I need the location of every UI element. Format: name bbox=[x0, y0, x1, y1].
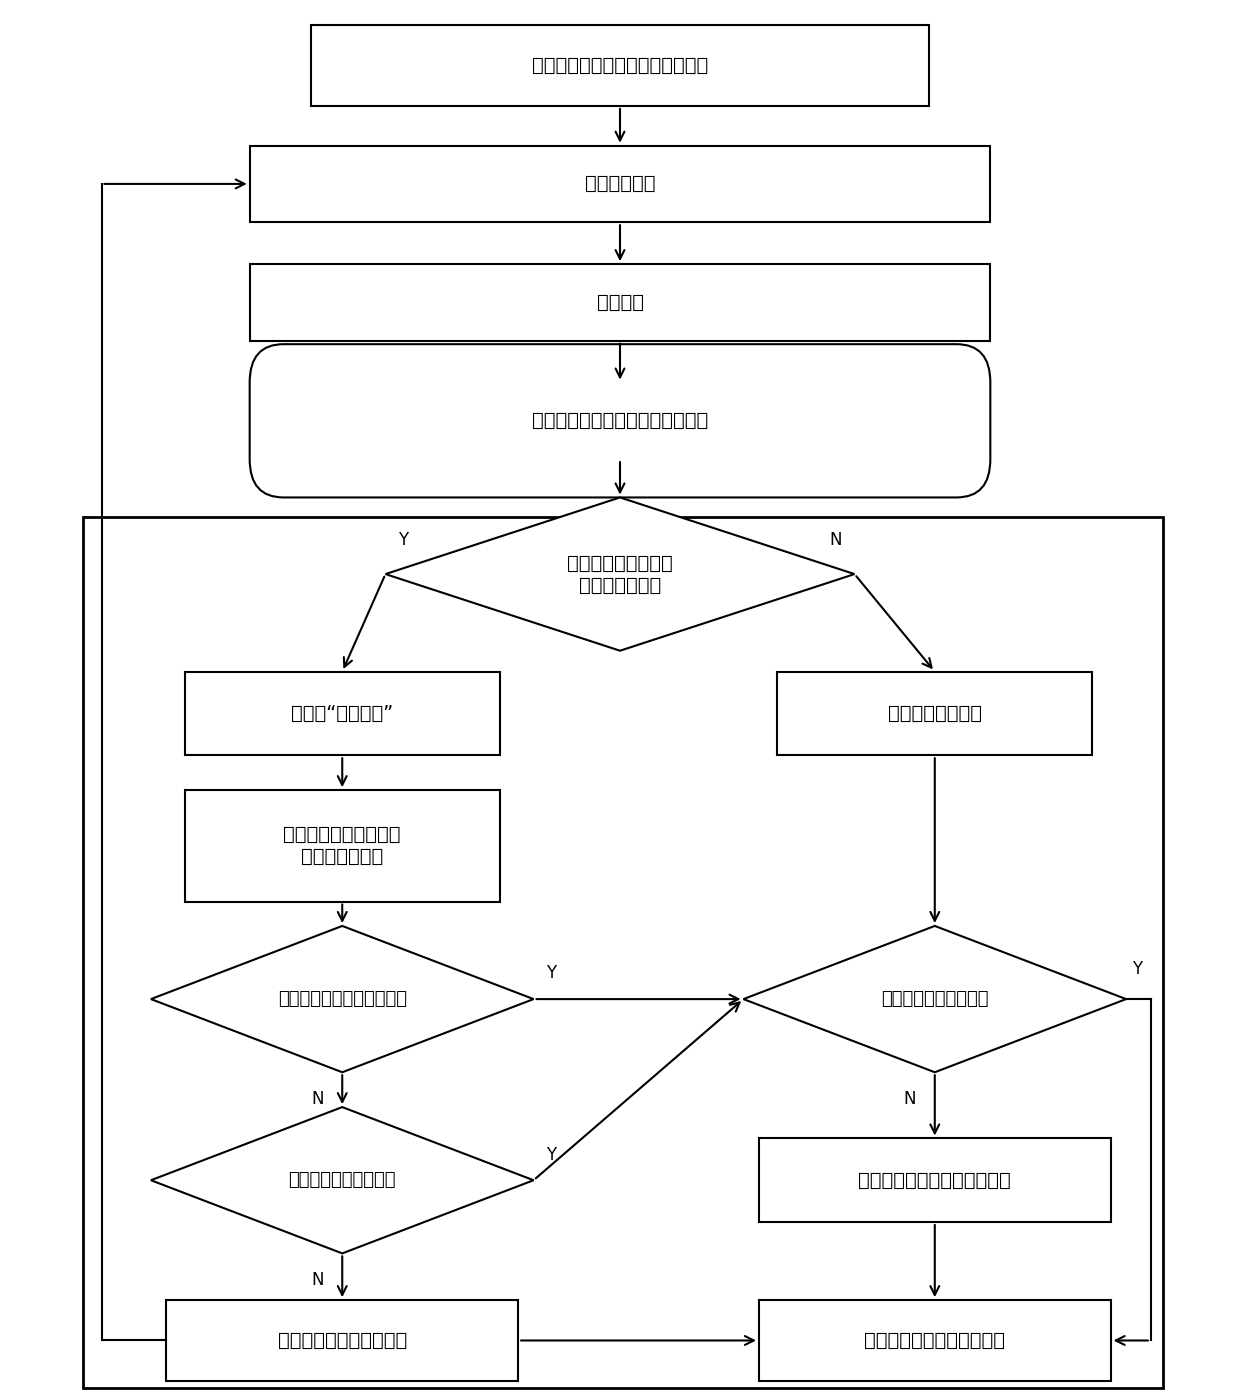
Bar bbox=[777, 672, 1092, 755]
Polygon shape bbox=[151, 1107, 533, 1254]
Polygon shape bbox=[151, 926, 533, 1072]
Text: 终止裂隙发育算法: 终止裂隙发育算法 bbox=[888, 704, 982, 723]
Polygon shape bbox=[386, 498, 854, 651]
Text: 存储该时间节点模拟结果: 存储该时间节点模拟结果 bbox=[278, 1330, 407, 1350]
Bar bbox=[166, 1300, 518, 1381]
Text: N: N bbox=[311, 1270, 324, 1288]
Bar bbox=[185, 672, 500, 755]
Text: N: N bbox=[904, 1090, 916, 1108]
Bar bbox=[759, 1300, 1111, 1381]
Text: N: N bbox=[830, 532, 842, 548]
Text: 使用生死单元方法在模
型中剖除该网格: 使用生死单元方法在模 型中剖除该网格 bbox=[284, 825, 401, 866]
Bar bbox=[759, 1139, 1111, 1223]
Text: Y: Y bbox=[398, 532, 408, 548]
Text: Y: Y bbox=[1132, 960, 1142, 978]
Text: 单独进行渗流模拟至预设时间: 单独进行渗流模拟至预设时间 bbox=[858, 1171, 1011, 1189]
Text: Y: Y bbox=[546, 1146, 556, 1164]
Text: 剖分网格: 剖分网格 bbox=[596, 292, 644, 312]
Text: 标记为“计算裂隙”: 标记为“计算裂隙” bbox=[291, 704, 393, 723]
FancyBboxPatch shape bbox=[249, 344, 991, 498]
Text: 设定边界条件: 设定边界条件 bbox=[585, 175, 655, 193]
Bar bbox=[249, 145, 991, 222]
Bar bbox=[311, 25, 929, 106]
Text: 计算裂隙是否抑达煌体表面: 计算裂隙是否抑达煌体表面 bbox=[278, 990, 407, 1009]
Text: N: N bbox=[311, 1090, 324, 1108]
Bar bbox=[185, 790, 500, 901]
Text: 建立煌体几何模型并设定计算参数: 建立煌体几何模型并设定计算参数 bbox=[532, 56, 708, 76]
Text: 整合所有时间点结果并输出: 整合所有时间点结果并输出 bbox=[864, 1330, 1006, 1350]
Text: 是否达到预设计算时间: 是否达到预设计算时间 bbox=[882, 990, 988, 1009]
Bar bbox=[249, 264, 991, 341]
Text: 是否达到预设计算时间: 是否达到预设计算时间 bbox=[289, 1171, 396, 1189]
Polygon shape bbox=[744, 926, 1126, 1072]
Bar bbox=[83, 518, 1163, 1388]
Text: 是否存在应力值大于
抗拉强度的网格: 是否存在应力值大于 抗拉强度的网格 bbox=[567, 554, 673, 595]
Text: 进行渗流模拟并计算煌体应力分布: 进行渗流模拟并计算煌体应力分布 bbox=[532, 411, 708, 431]
Text: Y: Y bbox=[546, 964, 556, 982]
